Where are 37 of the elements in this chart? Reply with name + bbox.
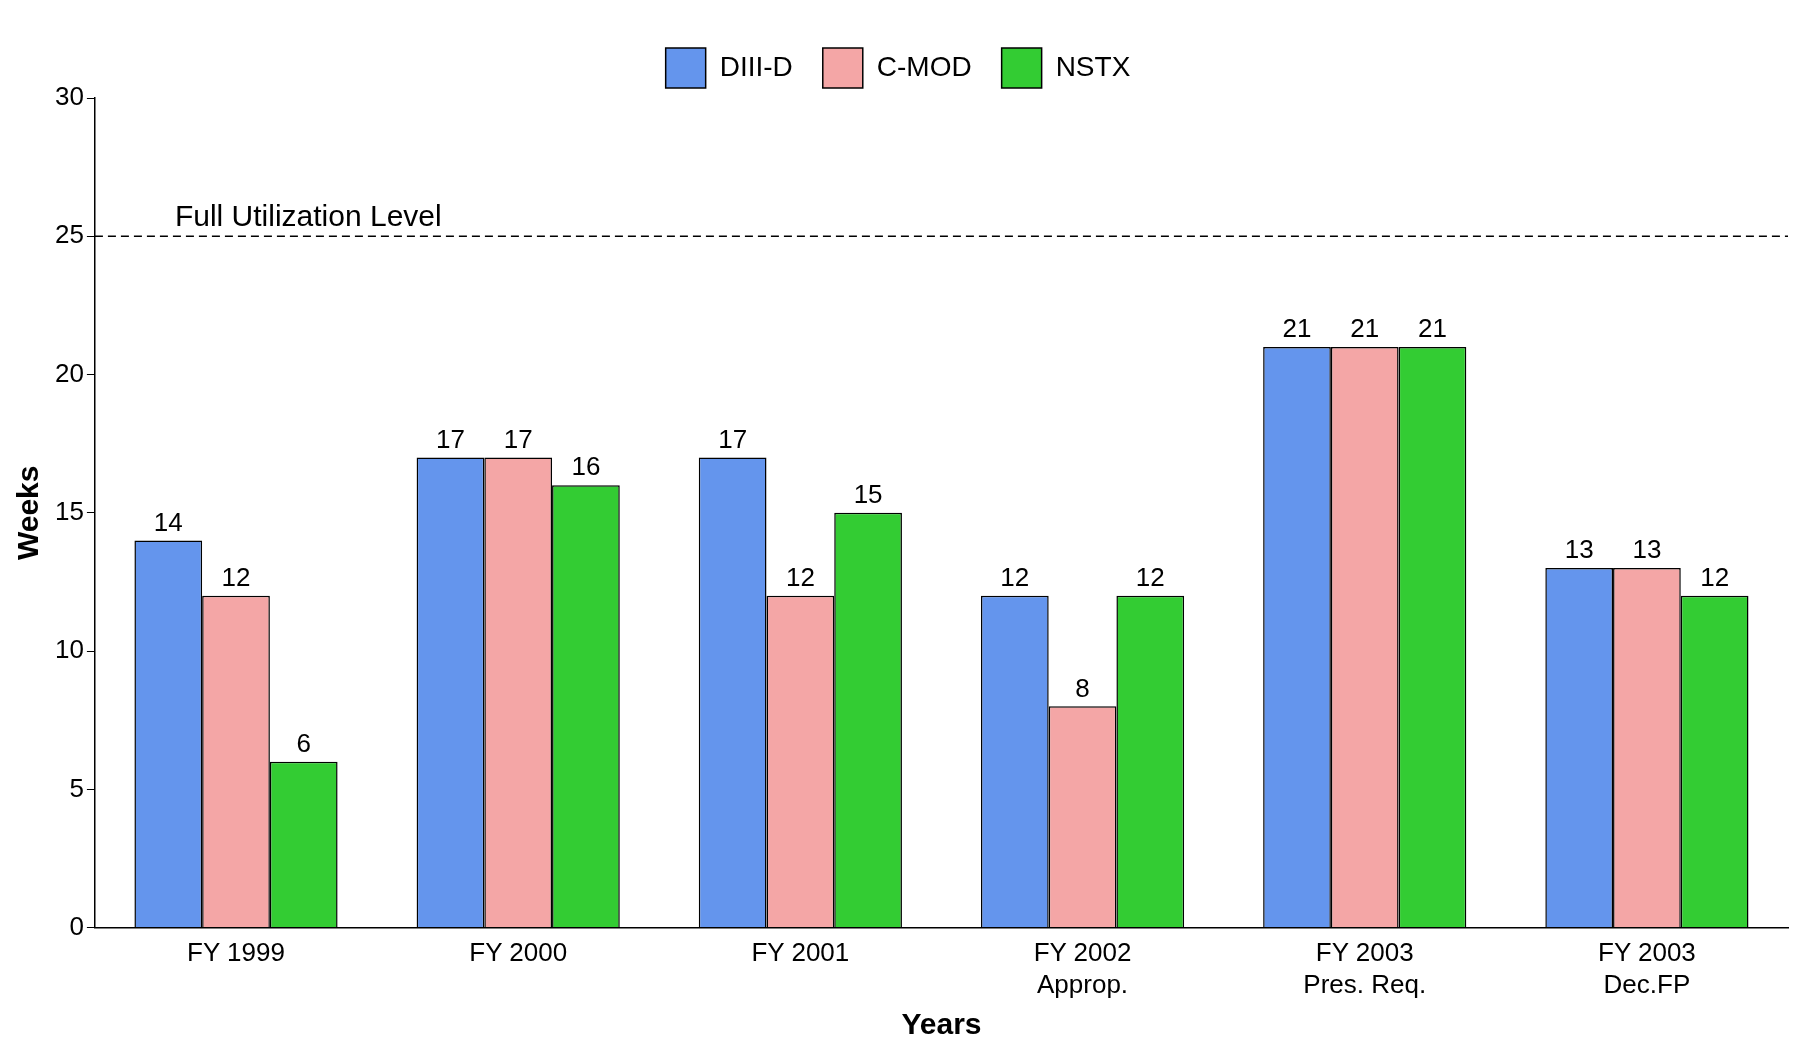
y-tick-label: 20 — [55, 357, 84, 388]
legend-label: DIII-D — [719, 50, 793, 82]
data-label: 13 — [1632, 534, 1662, 565]
x-tick-label: FY 1999 — [187, 937, 285, 968]
data-label: 13 — [1564, 534, 1594, 565]
x-tick-label: FY 2003 Pres. Req. — [1303, 937, 1427, 999]
data-label: 6 — [296, 727, 311, 758]
data-label: 12 — [1700, 561, 1730, 592]
y-tick-label: 5 — [69, 772, 84, 803]
x-axis-title: Years — [901, 1007, 982, 1041]
data-label: 8 — [1075, 672, 1090, 703]
legend-label: NSTX — [1055, 50, 1131, 82]
ref-line-label: Full Utilization Level — [174, 198, 442, 232]
data-label: 21 — [1282, 313, 1312, 344]
legend-label: C-MOD — [876, 50, 972, 82]
y-tick-label: 25 — [55, 219, 84, 250]
y-tick-label: 30 — [55, 81, 84, 112]
y-tick-label: 15 — [55, 495, 84, 526]
y-axis-title: Weeks — [11, 465, 45, 561]
x-tick-label: FY 2003 Dec.FP — [1598, 937, 1696, 999]
data-label: 21 — [1417, 313, 1447, 344]
x-tick-label: FY 2001 — [751, 937, 850, 968]
data-label: 15 — [853, 478, 883, 509]
data-label: 12 — [1000, 561, 1030, 592]
data-label: 16 — [571, 451, 601, 482]
data-label: 12 — [785, 561, 815, 592]
x-tick-label: FY 2000 — [469, 937, 568, 968]
x-tick-label: FY 2002 Approp. — [1033, 937, 1132, 999]
data-label: 17 — [718, 423, 748, 454]
y-tick-label: 0 — [69, 910, 84, 941]
data-label: 12 — [221, 561, 251, 592]
data-label: 17 — [436, 423, 465, 454]
data-label: 12 — [1135, 561, 1165, 592]
data-label: 14 — [153, 506, 183, 537]
data-label: 17 — [503, 423, 533, 454]
data-label: 21 — [1350, 313, 1380, 344]
y-tick-label: 10 — [55, 634, 84, 665]
